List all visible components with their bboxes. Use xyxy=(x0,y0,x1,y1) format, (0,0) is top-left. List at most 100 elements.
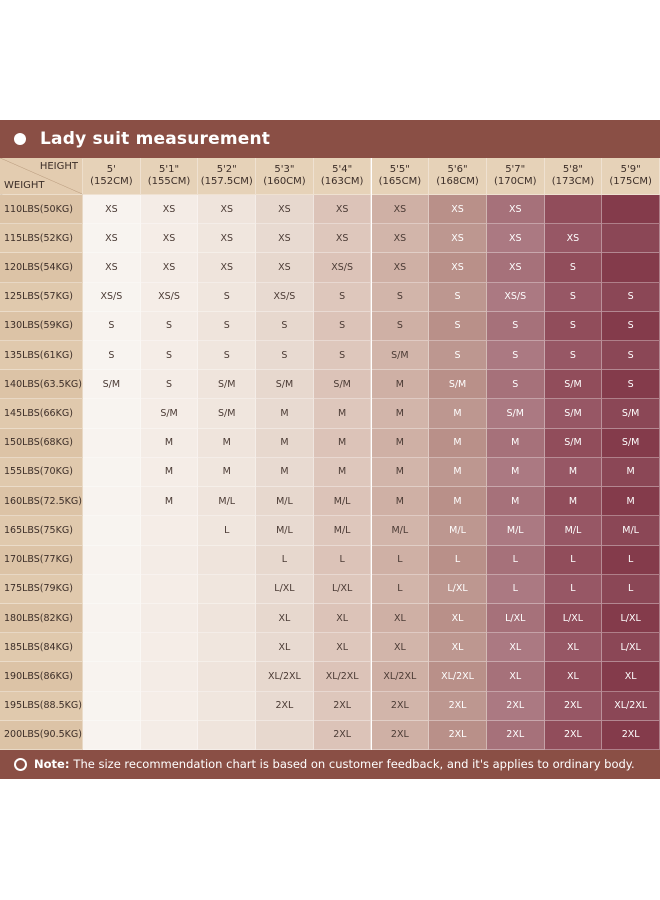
size-cell: XS xyxy=(198,195,257,225)
column-height: 5' xyxy=(106,164,116,175)
size-cell: L xyxy=(486,545,545,575)
size-cell: XS xyxy=(429,195,487,225)
column-header: 5'6" (168CM) xyxy=(429,158,487,195)
size-cell: L xyxy=(371,574,430,604)
size-cell: L xyxy=(486,574,545,604)
size-cell: 2XL xyxy=(313,691,372,721)
size-cell: 2XL xyxy=(486,720,545,750)
size-cell: S/M xyxy=(544,399,603,429)
column-height: 5'5" xyxy=(389,164,410,175)
size-cell: M/L xyxy=(429,516,487,546)
note: Note: The size recommendation chart is ba… xyxy=(34,757,635,771)
column-cm: (160CM) xyxy=(263,176,306,187)
size-cell: S xyxy=(544,282,603,312)
size-cell: XS xyxy=(429,224,487,254)
size-cell: L/XL xyxy=(429,574,487,604)
size-cell: S xyxy=(313,341,372,371)
size-cell: M xyxy=(486,457,545,488)
size-cell: M xyxy=(429,487,487,517)
size-cell xyxy=(198,574,257,604)
size-cell: L/XL xyxy=(544,603,603,634)
size-cell: S xyxy=(313,311,372,342)
size-cell: 2XL xyxy=(371,720,430,750)
size-cell: M xyxy=(429,428,487,458)
size-cell: XL/2XL xyxy=(313,662,372,692)
column-cm: (163CM) xyxy=(320,176,364,187)
size-cell: XS xyxy=(83,253,141,283)
column-cm: (165CM) xyxy=(378,176,422,187)
size-cell: S/M xyxy=(198,399,257,429)
size-cell: S xyxy=(140,370,199,400)
size-cell: 2XL xyxy=(371,691,430,721)
column-height: 5'6" xyxy=(447,164,468,175)
size-cell xyxy=(83,399,141,429)
size-cell: 2XL xyxy=(313,720,372,750)
size-cell: S xyxy=(256,341,314,371)
column-header: 5'2" (157.5CM) xyxy=(198,158,257,195)
size-cell: M/L xyxy=(544,516,603,546)
row-label: 145LBS(66KG) xyxy=(0,399,83,429)
size-cell xyxy=(198,720,257,750)
size-cell xyxy=(198,603,257,634)
size-cell xyxy=(83,516,141,546)
size-cell: S/M xyxy=(486,399,545,429)
note-label: Note: xyxy=(34,757,70,771)
corner-cell: HEIGHT WEIGHT xyxy=(0,158,83,195)
size-cell: XL xyxy=(602,662,660,692)
size-cell: L xyxy=(544,545,603,575)
size-cell: XS/S xyxy=(256,282,314,312)
size-table: HEIGHT WEIGHT 5' (152CM) 5'1" (155CM) 5'2" (157… xyxy=(0,158,660,750)
size-cell: XL xyxy=(256,603,314,634)
size-cell: L xyxy=(256,545,314,575)
size-cell: M xyxy=(544,487,603,517)
size-cell: M xyxy=(313,399,372,429)
size-cell: S xyxy=(140,311,199,342)
size-cell: L xyxy=(544,574,603,604)
size-cell xyxy=(198,662,257,692)
size-cell: L/XL xyxy=(486,603,545,634)
size-cell: 2XL xyxy=(602,720,660,750)
note-bar: Note: The size recommendation chart is ba… xyxy=(0,750,660,779)
note-text: The size recommendation chart is based o… xyxy=(73,757,635,771)
size-cell: XL xyxy=(486,633,545,663)
size-cell: M xyxy=(256,457,314,488)
column-height: 5'8" xyxy=(562,164,583,175)
size-cell: S/M xyxy=(544,428,603,458)
size-cell xyxy=(83,662,141,692)
size-cell: M xyxy=(140,457,199,488)
size-cell: S xyxy=(371,311,430,342)
size-cell: L xyxy=(429,545,487,575)
row-label: 180LBS(82KG) xyxy=(0,603,83,634)
size-cell: 2XL xyxy=(544,691,603,721)
size-cell: M xyxy=(198,428,257,458)
size-cell: S xyxy=(544,253,603,283)
size-cell: M xyxy=(371,487,430,517)
size-cell: XS xyxy=(544,224,603,254)
column-height: 5'4" xyxy=(332,164,353,175)
row-label: 135LBS(61KG) xyxy=(0,341,83,371)
size-cell: S/M xyxy=(313,370,372,400)
size-cell: L/XL xyxy=(313,574,372,604)
size-cell: XL xyxy=(544,633,603,663)
size-cell: S xyxy=(313,282,372,312)
row-label: 170LBS(77KG) xyxy=(0,545,83,575)
size-cell: S xyxy=(429,341,487,371)
size-cell: XS xyxy=(256,253,314,283)
size-cell: S xyxy=(544,341,603,371)
column-height: 5'2" xyxy=(216,164,237,175)
size-cell: XS/S xyxy=(486,282,545,312)
size-cell: M xyxy=(486,487,545,517)
row-label: 115LBS(52KG) xyxy=(0,224,83,254)
column-cm: (175CM) xyxy=(609,176,652,187)
size-cell: L xyxy=(602,574,660,604)
size-cell: M/L xyxy=(371,516,430,546)
column-header: 5'7" (170CM) xyxy=(486,158,545,195)
size-cell: S/M xyxy=(256,370,314,400)
size-cell xyxy=(83,574,141,604)
row-label: 120LBS(54KG) xyxy=(0,253,83,283)
column-cm: (168CM) xyxy=(436,176,479,187)
size-cell: M xyxy=(256,399,314,429)
size-cell: XS xyxy=(486,224,545,254)
size-cell: L xyxy=(198,516,257,546)
